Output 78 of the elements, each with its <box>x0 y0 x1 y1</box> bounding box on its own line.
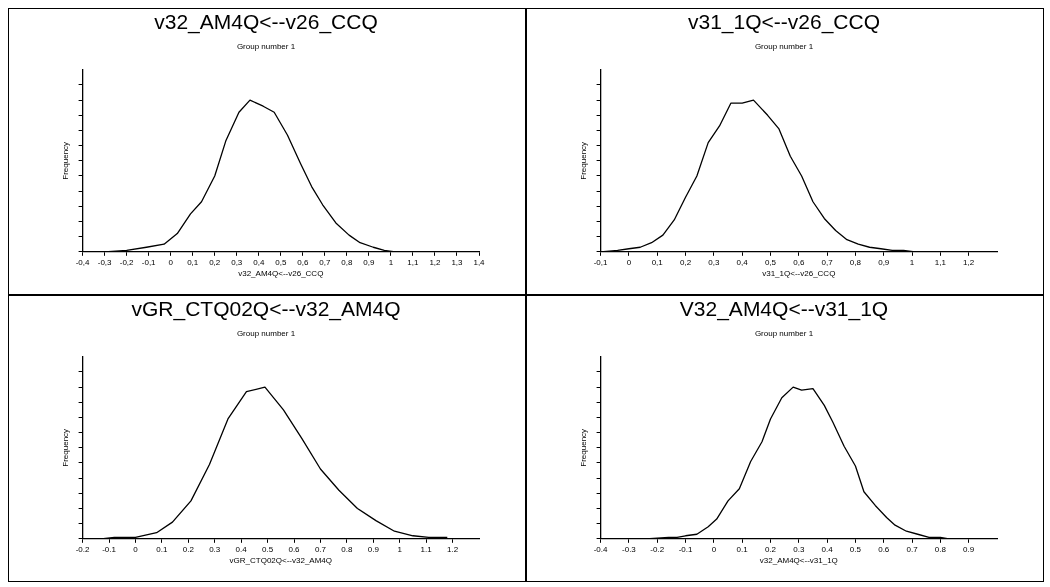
x-tick-label: -0,2 <box>119 257 135 267</box>
x-tick-label: 0.8 <box>934 544 947 554</box>
x-tick-label: 0,5 <box>275 257 287 267</box>
x-tick-label: 1,4 <box>473 257 486 267</box>
x-tick-label: -0,1 <box>593 257 609 267</box>
x-tick-label: 0.4 <box>235 544 248 554</box>
x-tick-label: 0.2 <box>764 544 777 554</box>
x-tick-label: -0,1 <box>141 257 157 267</box>
x-tick-label: 0,9 <box>363 257 375 267</box>
x-tick-label: -0.3 <box>622 544 637 554</box>
x-tick-label: 1 <box>909 257 915 267</box>
x-tick-label: 0,2 <box>679 257 692 267</box>
x-tick-label: 0.7 <box>906 544 919 554</box>
x-tick-label: 0,1 <box>651 257 664 267</box>
x-tick-label: 0.3 <box>209 544 221 554</box>
x-tick-label: 0,8 <box>849 257 862 267</box>
chart-subtitle: Group number 1 <box>236 329 296 339</box>
x-tick-label: 0.5 <box>262 544 274 554</box>
x-tick-label: 1.1 <box>420 544 433 554</box>
chart-subtitle: Group number 1 <box>754 42 814 52</box>
chart-subtitle: Group number 1 <box>754 329 814 339</box>
chart-subtitle: Group number 1 <box>236 42 296 52</box>
chart-title: v31_1Q<--v26_CCQ <box>687 10 881 35</box>
x-tick-label: 0,3 <box>708 257 720 267</box>
x-tick-label: 0 <box>133 544 139 554</box>
x-tick-label: -0.2 <box>75 544 91 554</box>
x-tick-label: 1,1 <box>407 257 420 267</box>
x-tick-label: 0,4 <box>253 257 265 267</box>
x-axis-title: v32_AM4Q<--v26_CCQ <box>238 269 324 279</box>
x-tick-label: 0.9 <box>963 544 975 554</box>
x-tick-label: -0.1 <box>678 544 693 554</box>
x-tick-label: 0,7 <box>319 257 331 267</box>
x-tick-label: 0 <box>168 257 174 267</box>
x-tick-label: 0,2 <box>209 257 221 267</box>
x-tick-label: 0,9 <box>878 257 890 267</box>
x-axis-title: vGR_CTQ02Q<--v32_AM4Q <box>229 556 333 566</box>
y-axis-title: Frequency <box>579 428 588 467</box>
x-tick-label: 0.9 <box>367 544 380 554</box>
x-tick-label: -0.4 <box>593 544 609 554</box>
chart-title: V32_AM4Q<--v31_1Q <box>679 297 889 322</box>
x-tick-label: 0.7 <box>314 544 327 554</box>
x-tick-label: 0,3 <box>231 257 243 267</box>
x-axis-title: v32_AM4Q<--v31_1Q <box>759 556 838 566</box>
x-tick-label: 0,6 <box>793 257 805 267</box>
chart-title: v32_AM4Q<--v26_CCQ <box>154 10 378 35</box>
x-tick-label: 0 <box>711 544 717 554</box>
x-tick-label: 0.5 <box>849 544 862 554</box>
x-tick-label: 0 <box>626 257 632 267</box>
x-tick-label: -0,4 <box>75 257 91 267</box>
x-tick-label: -0.1 <box>102 544 117 554</box>
x-tick-label: 0.2 <box>182 544 195 554</box>
x-tick-label: 1,1 <box>934 257 947 267</box>
x-tick-label: 1,2 <box>429 257 442 267</box>
x-tick-label: 1,2 <box>963 257 975 267</box>
x-tick-label: -0,3 <box>97 257 113 267</box>
x-tick-label: 1 <box>397 544 403 554</box>
x-tick-label: -0.2 <box>650 544 665 554</box>
x-tick-label: 0,4 <box>736 257 749 267</box>
x-tick-label: 0.1 <box>736 544 749 554</box>
x-tick-label: 0,8 <box>341 257 353 267</box>
x-tick-label: 0.3 <box>793 544 805 554</box>
y-axis-title: Frequency <box>579 141 588 180</box>
x-tick-label: 1,3 <box>451 257 464 267</box>
x-tick-label: 1.2 <box>447 544 459 554</box>
x-tick-label: 0,5 <box>764 257 777 267</box>
chart-title: vGR_CTQ02Q<--v32_AM4Q <box>131 297 401 322</box>
x-axis-title: v31_1Q<--v26_CCQ <box>762 269 836 279</box>
x-tick-label: 0.4 <box>821 544 834 554</box>
x-tick-label: 0,1 <box>187 257 199 267</box>
x-tick-label: 1 <box>388 257 394 267</box>
x-tick-label: 0.1 <box>156 544 168 554</box>
x-tick-label: 0.6 <box>878 544 890 554</box>
x-tick-label: 0,7 <box>821 257 834 267</box>
y-axis-title: Frequency <box>61 141 70 180</box>
y-axis-title: Frequency <box>61 428 70 467</box>
x-tick-label: 0,6 <box>297 257 309 267</box>
x-tick-label: 0.8 <box>341 544 353 554</box>
x-tick-label: 0.6 <box>288 544 301 554</box>
